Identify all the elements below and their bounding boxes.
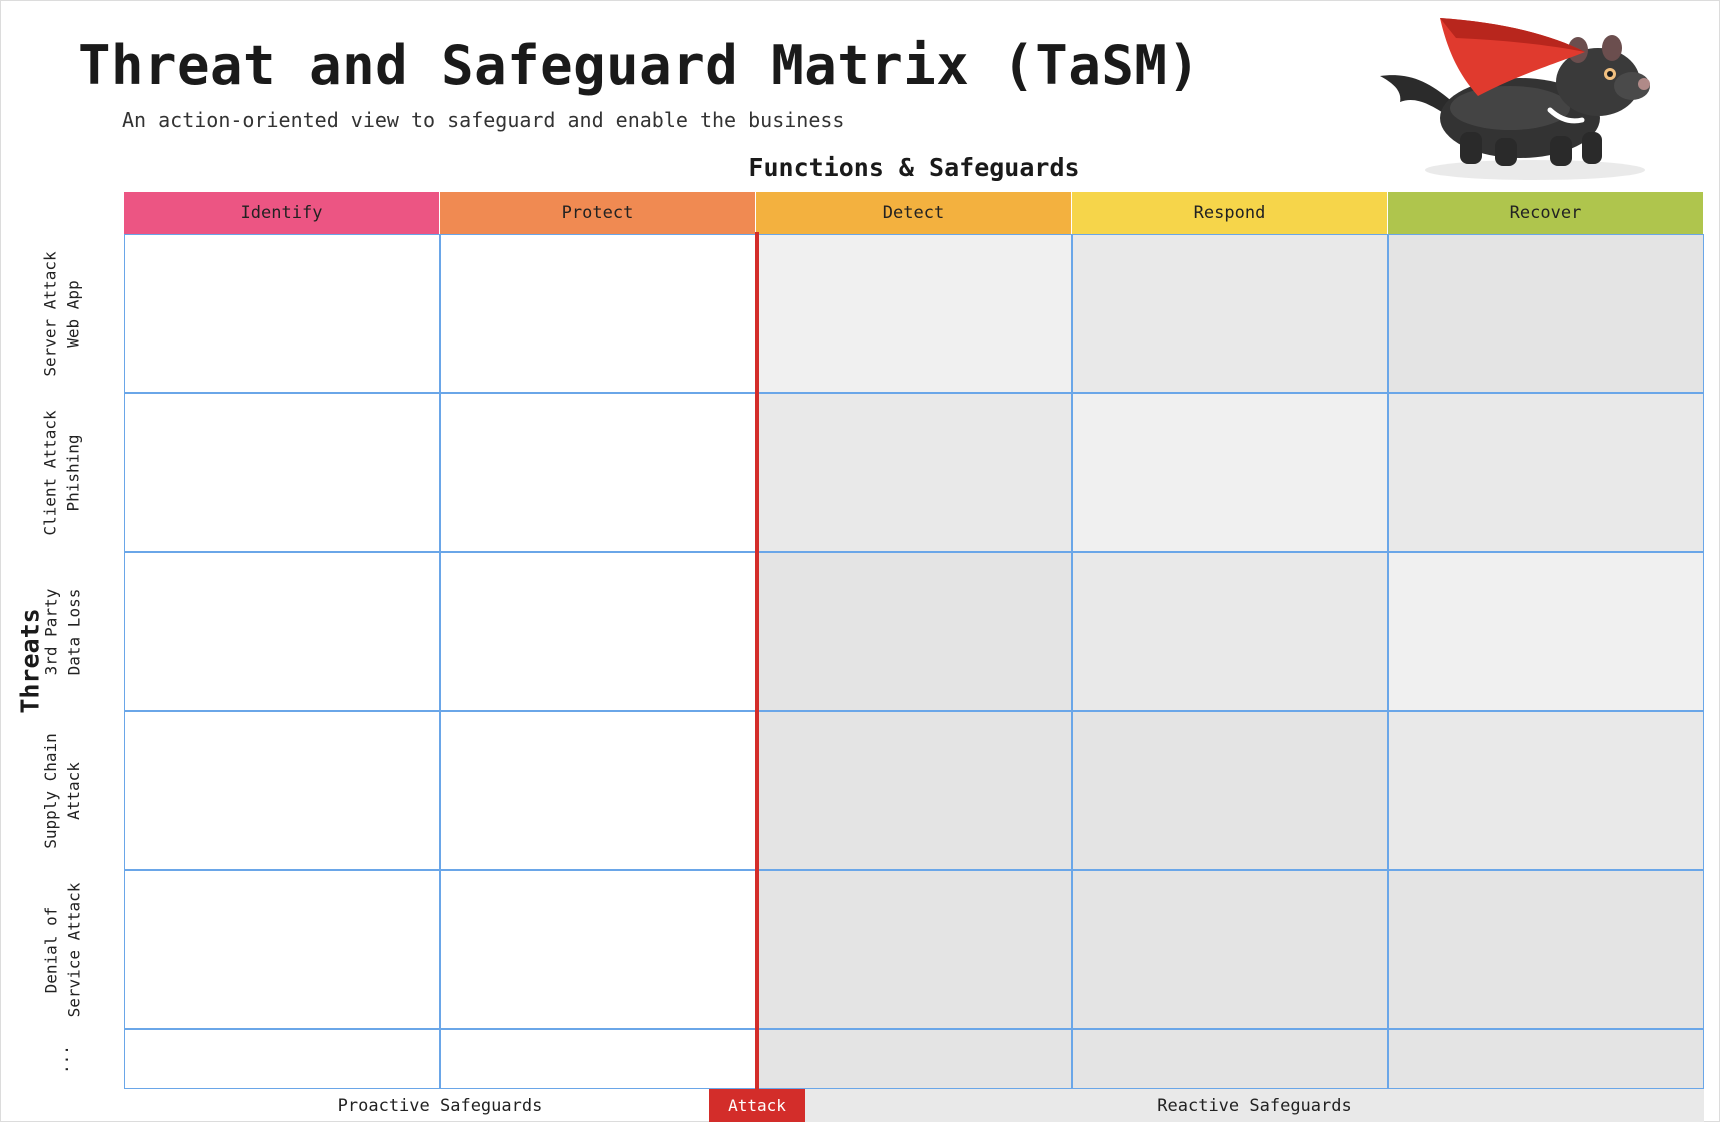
page-subtitle: An action-oriented view to safeguard and… <box>122 108 845 132</box>
function-header-protect: Protect <box>440 192 756 234</box>
matrix-cell <box>1388 711 1704 870</box>
safeguard-matrix <box>124 234 1704 1089</box>
threat-label-line: Data Loss <box>63 588 83 675</box>
matrix-cell <box>1388 1029 1704 1089</box>
tasmanian-devil-mascot-icon <box>1380 18 1650 180</box>
attack-badge: Attack <box>709 1089 805 1122</box>
matrix-cell <box>124 393 440 552</box>
matrix-cell <box>1388 870 1704 1029</box>
threat-label-line: Client Attack <box>41 409 61 536</box>
threat-label-text: 3rd Party Data Loss <box>39 588 85 675</box>
matrix-cell <box>124 1029 440 1089</box>
matrix-cell <box>440 234 756 393</box>
matrix-cell <box>1388 552 1704 711</box>
function-header-identify: Identify <box>124 192 440 234</box>
matrix-cell <box>1388 393 1704 552</box>
matrix-cell <box>1072 711 1388 870</box>
matrix-cell <box>440 870 756 1029</box>
matrix-cell <box>756 393 1072 552</box>
matrix-cell <box>1072 552 1388 711</box>
threat-label-text: Supply Chain Attack <box>39 733 85 849</box>
threat-label-line: Supply Chain <box>41 732 60 849</box>
threat-label-text: Client Attack Phishing <box>39 410 85 535</box>
function-header-recover: Recover <box>1388 192 1704 234</box>
matrix-cell <box>1072 234 1388 393</box>
threat-label-line: Service Attack <box>64 882 84 1017</box>
threat-label-line: ... <box>52 1044 72 1074</box>
matrix-cell <box>756 870 1072 1029</box>
threat-label-line: Phishing <box>64 433 84 512</box>
threat-label-line: Server Attack <box>41 250 61 377</box>
matrix-cell <box>124 870 440 1029</box>
function-header-row: Identify Protect Detect Respond Recover <box>124 192 1704 234</box>
function-header-respond: Respond <box>1072 192 1388 234</box>
threat-label-line: Attack <box>64 761 83 820</box>
threat-row-label: ... <box>0 1029 124 1089</box>
reactive-footer-background <box>805 1089 1704 1122</box>
page-title: Threat and Safeguard Matrix (TaSM) <box>78 34 1201 97</box>
matrix-cell <box>756 552 1072 711</box>
threat-label-line: 3rd Party <box>40 588 60 675</box>
functions-heading: Functions & Safeguards <box>748 153 1080 182</box>
matrix-cell <box>1072 393 1388 552</box>
reactive-safeguards-label: Reactive Safeguards <box>1157 1095 1352 1116</box>
matrix-cell <box>440 393 756 552</box>
threat-label-text: ... <box>51 1045 74 1074</box>
matrix-cell <box>440 711 756 870</box>
threat-label-text: Server Attack Web App <box>39 251 85 376</box>
function-header-detect: Detect <box>756 192 1072 234</box>
matrix-cell <box>1388 234 1704 393</box>
threat-row-label: 3rd Party Data Loss <box>0 552 124 711</box>
matrix-cell <box>124 711 440 870</box>
matrix-cell <box>1072 870 1388 1029</box>
threat-label-text: Denial of Service Attack <box>39 882 85 1017</box>
threat-label-line: Web App <box>64 279 84 348</box>
matrix-cell <box>440 1029 756 1089</box>
matrix-cell <box>1072 1029 1388 1089</box>
threat-row-label: Server Attack Web App <box>0 234 124 393</box>
matrix-cell <box>124 234 440 393</box>
matrix-cell <box>440 552 756 711</box>
threat-row-label: Client Attack Phishing <box>0 393 124 552</box>
threat-label-line: Denial of <box>41 906 61 993</box>
matrix-cell <box>756 1029 1072 1089</box>
matrix-cell <box>124 552 440 711</box>
matrix-cell <box>756 234 1072 393</box>
proactive-safeguards-label: Proactive Safeguards <box>337 1095 543 1116</box>
threat-row-label: Supply Chain Attack <box>0 711 124 870</box>
threat-row-label: Denial of Service Attack <box>0 870 124 1029</box>
attack-divider-line <box>755 232 759 1089</box>
matrix-cell <box>756 711 1072 870</box>
